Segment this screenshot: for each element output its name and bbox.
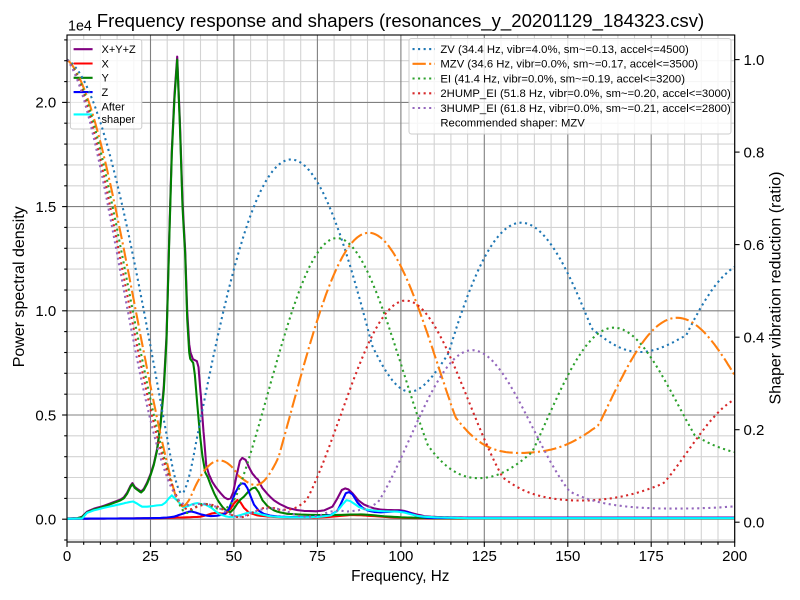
- svg-text:125: 125: [472, 548, 497, 565]
- svg-text:25: 25: [142, 548, 159, 565]
- svg-text:3HUMP_EI (61.8 Hz, vibr=0.0%,: 3HUMP_EI (61.8 Hz, vibr=0.0%, sm~=0.21, …: [440, 103, 731, 115]
- svg-text:0.0: 0.0: [744, 515, 765, 532]
- svg-text:Y: Y: [102, 73, 110, 85]
- svg-text:0: 0: [63, 548, 71, 565]
- svg-text:2.0: 2.0: [35, 95, 56, 112]
- svg-text:X+Y+Z: X+Y+Z: [102, 44, 137, 56]
- svg-text:75: 75: [309, 548, 326, 565]
- svg-text:175: 175: [639, 548, 664, 565]
- svg-text:Recommended shaper: MZV: Recommended shaper: MZV: [440, 118, 585, 130]
- svg-text:0.2: 0.2: [744, 422, 765, 439]
- svg-text:ZV (34.4 Hz, vibr=4.0%, sm~=0.: ZV (34.4 Hz, vibr=4.0%, sm~=0.13, accel<…: [440, 44, 689, 56]
- svg-text:0.4: 0.4: [744, 330, 765, 347]
- svg-text:X: X: [102, 58, 110, 70]
- svg-text:200: 200: [722, 548, 747, 565]
- svg-text:1.5: 1.5: [35, 199, 56, 216]
- svg-text:1.0: 1.0: [35, 303, 56, 320]
- svg-text:150: 150: [555, 548, 580, 565]
- svg-text:1.0: 1.0: [744, 52, 765, 69]
- svg-text:Shaper vibration reduction (ra: Shaper vibration reduction (ratio): [768, 171, 785, 404]
- svg-text:shaper: shaper: [102, 114, 136, 126]
- svg-text:0.8: 0.8: [744, 144, 765, 161]
- svg-text:After: After: [102, 102, 126, 114]
- svg-text:50: 50: [226, 548, 243, 565]
- svg-text:100: 100: [388, 548, 413, 565]
- svg-text:2HUMP_EI (51.8 Hz, vibr=0.0%,: 2HUMP_EI (51.8 Hz, vibr=0.0%, sm~=0.20, …: [440, 88, 731, 100]
- svg-text:Frequency response and shapers: Frequency response and shapers (resonanc…: [97, 10, 704, 32]
- svg-text:EI (41.4 Hz, vibr=0.0%, sm~=0.: EI (41.4 Hz, vibr=0.0%, sm~=0.19, accel<…: [440, 73, 685, 85]
- svg-text:1e4: 1e4: [68, 19, 92, 35]
- svg-text:0.5: 0.5: [35, 407, 56, 424]
- svg-text:Power spectral density: Power spectral density: [11, 206, 28, 367]
- svg-text:0.0: 0.0: [35, 512, 56, 529]
- svg-text:Z: Z: [102, 87, 109, 99]
- svg-text:Frequency, Hz: Frequency, Hz: [351, 568, 449, 585]
- svg-text:0.6: 0.6: [744, 237, 765, 254]
- svg-text:MZV (34.6 Hz, vibr=0.0%, sm~=0: MZV (34.6 Hz, vibr=0.0%, sm~=0.17, accel…: [440, 59, 698, 71]
